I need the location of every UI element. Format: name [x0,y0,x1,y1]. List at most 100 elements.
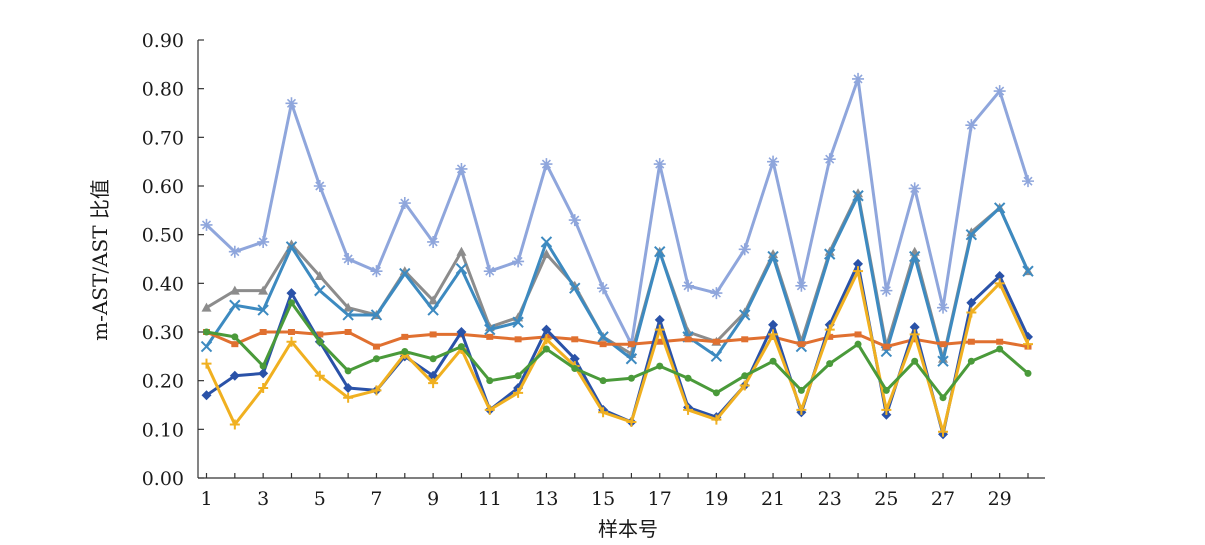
data-point [738,243,751,256]
y-tick-label: 0.90 [142,30,184,52]
data-point [371,385,382,396]
data-point [343,302,354,312]
data-point [1024,369,1032,377]
data-point [739,380,750,391]
data-point [599,377,607,385]
data-point [854,331,862,338]
data-point [540,158,553,171]
series-line [206,301,1029,400]
data-point [314,284,326,297]
data-point [571,336,579,343]
x-tick-label: 25 [874,488,898,510]
data-point [741,336,749,343]
y-ticks: 0.00 0.10 0.20 0.30 0.40 0.50 0.60 0.70 0.80 0.90 [142,30,204,490]
data-point [768,329,779,340]
data-point [710,287,723,300]
x-tick-label: 23 [818,488,842,510]
y-tick-label: 0.80 [142,79,184,101]
data-point [796,404,807,415]
data-point [797,386,805,394]
x-tick-label: 5 [314,488,326,510]
data-point [597,331,609,343]
data-point [739,309,751,321]
data-point [682,279,695,292]
x-tick-label: 21 [761,488,785,510]
data-point [455,162,468,175]
data-point [882,343,890,350]
data-point [313,180,326,192]
x-tick-label: 17 [648,488,672,510]
x-tick-label: 9 [427,488,439,510]
data-point [966,307,977,318]
data-point [939,341,947,348]
data-point [343,392,354,403]
data-point [201,358,212,369]
y-tick-label: 0.60 [142,176,184,198]
data-point [399,267,411,280]
data-point [569,280,580,290]
data-point [456,246,467,256]
data-point [654,324,665,335]
data-point [286,239,297,249]
data-point [258,285,269,295]
data-point [994,278,1005,289]
data-point [258,368,269,379]
data-point [684,374,692,382]
data-point [823,153,836,166]
series-group [200,190,1034,367]
data-point [259,362,267,370]
data-point [908,182,921,195]
series-group [200,72,1034,351]
data-point [767,250,779,263]
y-tick-label: 0.30 [142,322,184,344]
data-point [882,386,890,394]
data-point [571,365,579,372]
data-point [428,295,439,305]
data-point [344,329,352,335]
data-point [626,417,637,428]
data-point [683,404,694,415]
data-point [484,404,495,415]
data-point [514,372,522,380]
data-point [287,329,295,335]
data-point [656,362,664,370]
data-point [1023,339,1033,350]
data-point [370,309,383,321]
data-point [257,304,269,316]
y-tick-label: 0.50 [142,225,184,247]
data-point [514,336,522,343]
data-point [1023,331,1034,342]
data-point [653,158,666,171]
data-point [540,236,553,248]
x-ticks: 1 3 5 7 9 11 13 15 17 19 21 23 25 27 29 [200,473,1029,510]
x-axis-title: 样本号 [598,517,658,541]
data-point [741,372,749,380]
series-layer [200,72,1034,440]
data-point [401,333,409,340]
data-point [993,85,1006,98]
data-point [852,190,864,202]
data-point [769,357,777,365]
x-tick-label: 11 [478,488,502,510]
y-tick-label: 0.20 [142,371,184,393]
data-point [939,394,947,402]
data-point [314,271,325,281]
data-point [200,340,213,353]
data-point [201,390,212,401]
data-point [880,284,893,297]
data-point [1022,265,1034,277]
data-point [797,341,805,348]
data-point [427,304,439,316]
data-point [598,407,609,418]
data-point [965,119,978,132]
data-point [854,340,862,348]
data-point [398,197,411,210]
data-point [257,235,270,248]
data-point [967,338,975,345]
data-point [455,263,468,275]
data-point [712,389,720,397]
data-point [599,341,607,348]
y-axis-title: m-AST/AST 比值 [88,179,112,341]
series-line [205,269,1030,434]
